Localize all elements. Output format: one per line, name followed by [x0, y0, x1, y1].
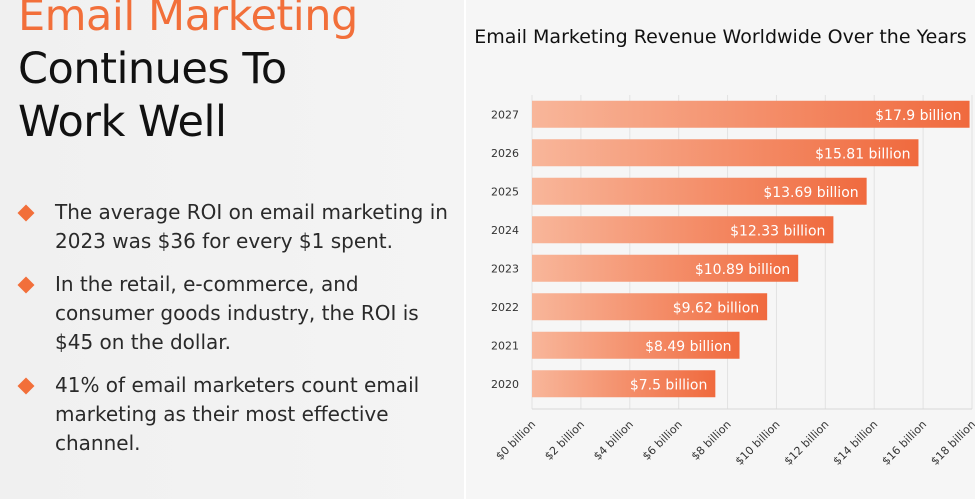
title-line-2: Continues To — [18, 44, 287, 94]
y-tick-label: 2025 — [491, 185, 519, 198]
bar — [532, 370, 716, 398]
x-tick-label: $8 billion — [689, 418, 734, 463]
bar — [532, 331, 740, 359]
bullet-item: In the retail, e-commerce, and consumer … — [17, 270, 448, 357]
x-tick-label: $6 billion — [640, 418, 685, 463]
bullet-text: The average ROI on email marketing in 20… — [55, 200, 448, 253]
y-tick-label: 2026 — [491, 147, 519, 160]
title-line-1: Email Marketing — [18, 0, 358, 41]
panel-divider — [464, 0, 466, 499]
bullet-item: The average ROI on email marketing in 20… — [17, 198, 448, 256]
x-tick-label: $2 billion — [542, 418, 587, 463]
bar — [532, 254, 799, 282]
x-tick-label: $18 billion — [928, 418, 975, 468]
x-tick-label: $10 billion — [733, 418, 783, 468]
bullet-list: The average ROI on email marketing in 20… — [17, 198, 448, 472]
x-tick-label: $14 billion — [831, 418, 881, 468]
bullet-item: 41% of email marketers count email marke… — [17, 371, 448, 458]
data-label: $7.5 billion — [630, 377, 708, 393]
bar — [532, 100, 970, 128]
title-line-3: Work Well — [18, 97, 227, 147]
bar — [532, 293, 768, 321]
page-title: Email Marketing Continues To Work Well — [18, 0, 358, 149]
y-tick-label: 2021 — [491, 339, 519, 352]
bar — [532, 177, 867, 205]
x-tick-label: $16 billion — [879, 418, 929, 468]
x-tick-label: $4 billion — [591, 418, 636, 463]
chart-panel — [466, 0, 975, 499]
data-label: $9.62 billion — [673, 300, 759, 316]
x-tick-label: $12 billion — [782, 418, 832, 468]
bullet-text: In the retail, e-commerce, and consumer … — [55, 272, 419, 354]
bar — [532, 139, 919, 167]
data-label: $10.89 billion — [695, 262, 790, 278]
y-tick-label: 2020 — [491, 378, 519, 391]
data-label: $8.49 billion — [645, 339, 731, 355]
bullet-text: 41% of email marketers count email marke… — [55, 373, 420, 455]
x-tick-label: $0 billion — [493, 418, 538, 463]
chart-title: Email Marketing Revenue Worldwide Over t… — [474, 26, 967, 48]
data-label: $17.9 billion — [875, 108, 961, 124]
text-panel: Email Marketing Continues To Work Well T… — [0, 0, 464, 499]
y-tick-label: 2024 — [491, 224, 519, 237]
y-tick-label: 2022 — [491, 301, 519, 314]
y-tick-label: 2023 — [491, 262, 519, 275]
data-label: $12.33 billion — [730, 223, 825, 239]
data-label: $15.81 billion — [815, 146, 910, 162]
bar — [532, 216, 834, 244]
data-label: $13.69 billion — [763, 185, 858, 201]
y-tick-label: 2027 — [491, 108, 519, 121]
